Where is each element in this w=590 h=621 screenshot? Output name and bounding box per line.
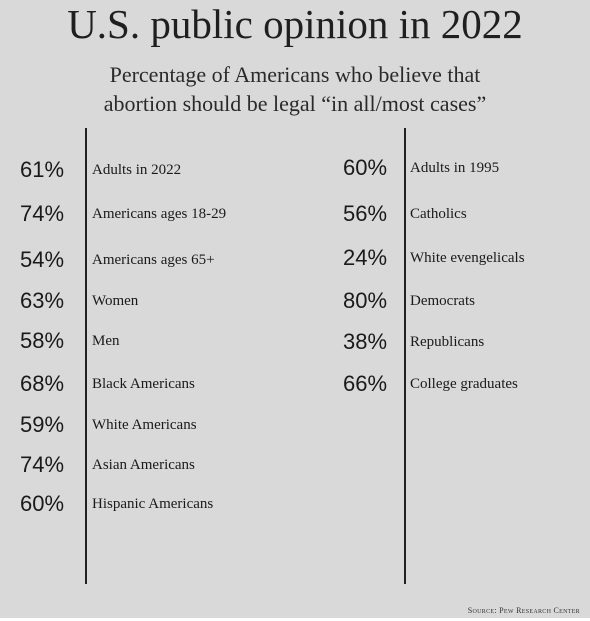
subtitle-line-2: abortion should be legal “in all/most ca… — [103, 91, 487, 116]
percent-value: 74% — [20, 201, 65, 226]
percent-value: 56% — [343, 201, 388, 226]
group-label: Men — [92, 333, 120, 349]
percent-value: 80% — [343, 288, 388, 313]
group-label: Americans ages 65+ — [92, 252, 215, 268]
group-label: Women — [92, 293, 139, 309]
group-label: Black Americans — [92, 376, 195, 392]
percent-value: 66% — [343, 371, 388, 396]
percent-value: 60% — [20, 491, 65, 516]
group-label: White evengelicals — [410, 250, 525, 266]
group-label: Asian Americans — [92, 457, 195, 473]
chart-title: U.S. public opinion in 2022 — [67, 1, 523, 47]
percent-value: 58% — [20, 328, 65, 353]
group-label: Americans ages 18-29 — [92, 206, 227, 222]
group-label: Adults in 2022 — [92, 162, 182, 178]
source-credit: Source: Pew Research Center — [467, 606, 580, 615]
group-label: Catholics — [410, 206, 467, 222]
group-label: Republicans — [410, 334, 485, 350]
left-divider-line — [85, 128, 87, 584]
group-label: Hispanic Americans — [92, 496, 214, 512]
percent-value: 59% — [20, 412, 65, 437]
percent-value: 74% — [20, 452, 65, 477]
group-label: Adults in 1995 — [410, 160, 500, 176]
group-label: College graduates — [410, 376, 518, 392]
percent-value: 38% — [343, 329, 388, 354]
bottom-border — [0, 618, 590, 621]
percent-value: 60% — [343, 155, 388, 180]
group-label: Democrats — [410, 293, 475, 309]
percent-value: 61% — [20, 157, 65, 182]
percent-value: 68% — [20, 371, 65, 396]
right-divider-line — [404, 128, 406, 584]
subtitle-line-1: Percentage of Americans who believe that — [109, 62, 481, 87]
chart-subtitle: Percentage of Americans who believe that… — [0, 60, 590, 118]
group-label: White Americans — [92, 417, 197, 433]
percent-value: 54% — [20, 247, 65, 272]
percent-value: 63% — [20, 288, 65, 313]
percent-value: 24% — [343, 245, 388, 270]
